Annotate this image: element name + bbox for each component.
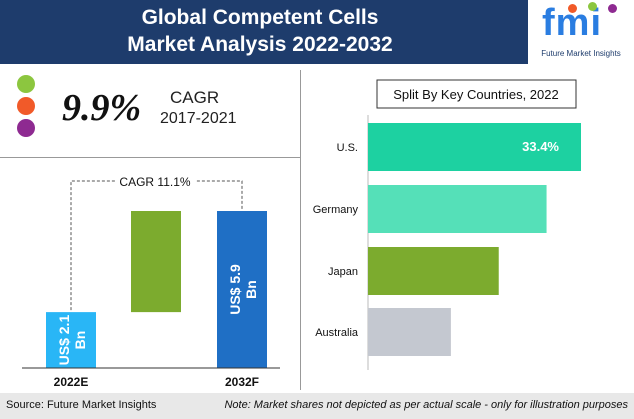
fmi-logo: fmi Future Market Insights [528,0,634,64]
cagr-annotation-bg [115,172,195,190]
y-tick-label: Japan [328,266,358,278]
logo-tagline: Future Market Insights [541,49,621,58]
source-text: Source: Future Market Insights [6,399,157,411]
bar-value-label: US$ 2.1Bn [56,315,88,366]
market-size-chart: US$ 2.1Bn 2022E US$ 5.9Bn 2032F CAGR 11.1% [22,172,280,389]
country-bar [368,247,499,295]
page-title: Global Competent Cells Market Analysis 2… [0,4,520,58]
orange-dot-icon [17,97,35,115]
chart-title-box [376,79,577,109]
y-tick-label: Australia [315,327,359,339]
purple-dot-icon [17,119,35,137]
chart-title: Split By Key Countries, 2022 [393,87,558,102]
country-bar [368,308,451,356]
cagr-label: CAGR [170,88,220,107]
logo-dot-icon [608,4,617,13]
title-line-1: Global Competent Cells [141,6,379,29]
title-line-2: Market Analysis 2022-2032 [127,33,393,56]
y-tick-label: Germany [313,204,359,216]
country-split-chart: Split By Key Countries, 2022 U.S. 33.4% Ger… [313,79,581,370]
cagr-annotation: CAGR 11.1% [119,175,190,189]
country-bar [368,123,581,171]
country-bar [368,185,547,233]
growth-block [131,211,181,313]
cagr-period: 2017-2021 [160,110,237,127]
green-dot-icon [17,75,35,93]
logo-dot-icon [588,2,597,11]
note-text: Note: Market shares not depicted as per … [224,399,628,411]
bar-value-label: US$ 5.9Bn [227,264,259,315]
y-tick-label: U.S. [337,142,358,154]
cagr-value: 9.9% [62,87,142,129]
market-size-bar [46,312,96,368]
footer-bar: Source: Future Market Insights Note: Mar… [0,393,634,419]
panel-divider [300,70,301,390]
x-tick-label: 2022E [54,375,89,389]
panel-divider [0,157,300,158]
x-tick-label: 2032F [225,375,259,389]
bar-data-label: 33.4% [522,139,559,154]
market-size-bar [217,211,267,368]
logo-dot-icon [568,4,577,13]
